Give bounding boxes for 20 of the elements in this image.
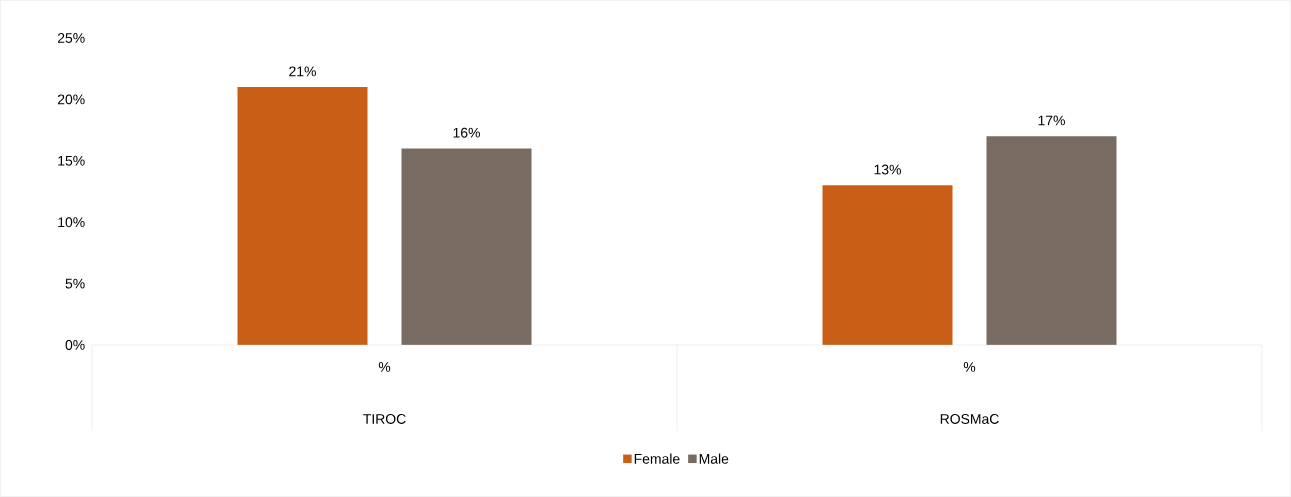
bar xyxy=(237,87,368,345)
y-tick-label: 10% xyxy=(58,217,85,228)
y-tick-label: 15% xyxy=(58,155,85,166)
data-label: 13% xyxy=(874,164,901,175)
data-label: 17% xyxy=(1038,115,1065,126)
bar xyxy=(822,185,953,345)
x-tick-label: % xyxy=(378,362,391,372)
y-tick-label: 0% xyxy=(65,340,85,350)
x-tick-label: % xyxy=(963,362,976,372)
data-label: 21% xyxy=(289,66,316,77)
data-label: 16% xyxy=(453,127,480,138)
y-tick-label: 20% xyxy=(57,94,85,105)
legend-label: Male xyxy=(699,453,729,464)
bar xyxy=(401,148,532,345)
text: TIROC xyxy=(363,414,406,424)
text: ROSMaC xyxy=(940,414,999,424)
legend-label: Female xyxy=(634,453,680,464)
y-tick-label: 25% xyxy=(57,33,85,43)
y-tick-label: 5% xyxy=(65,278,85,289)
bar xyxy=(986,136,1117,345)
